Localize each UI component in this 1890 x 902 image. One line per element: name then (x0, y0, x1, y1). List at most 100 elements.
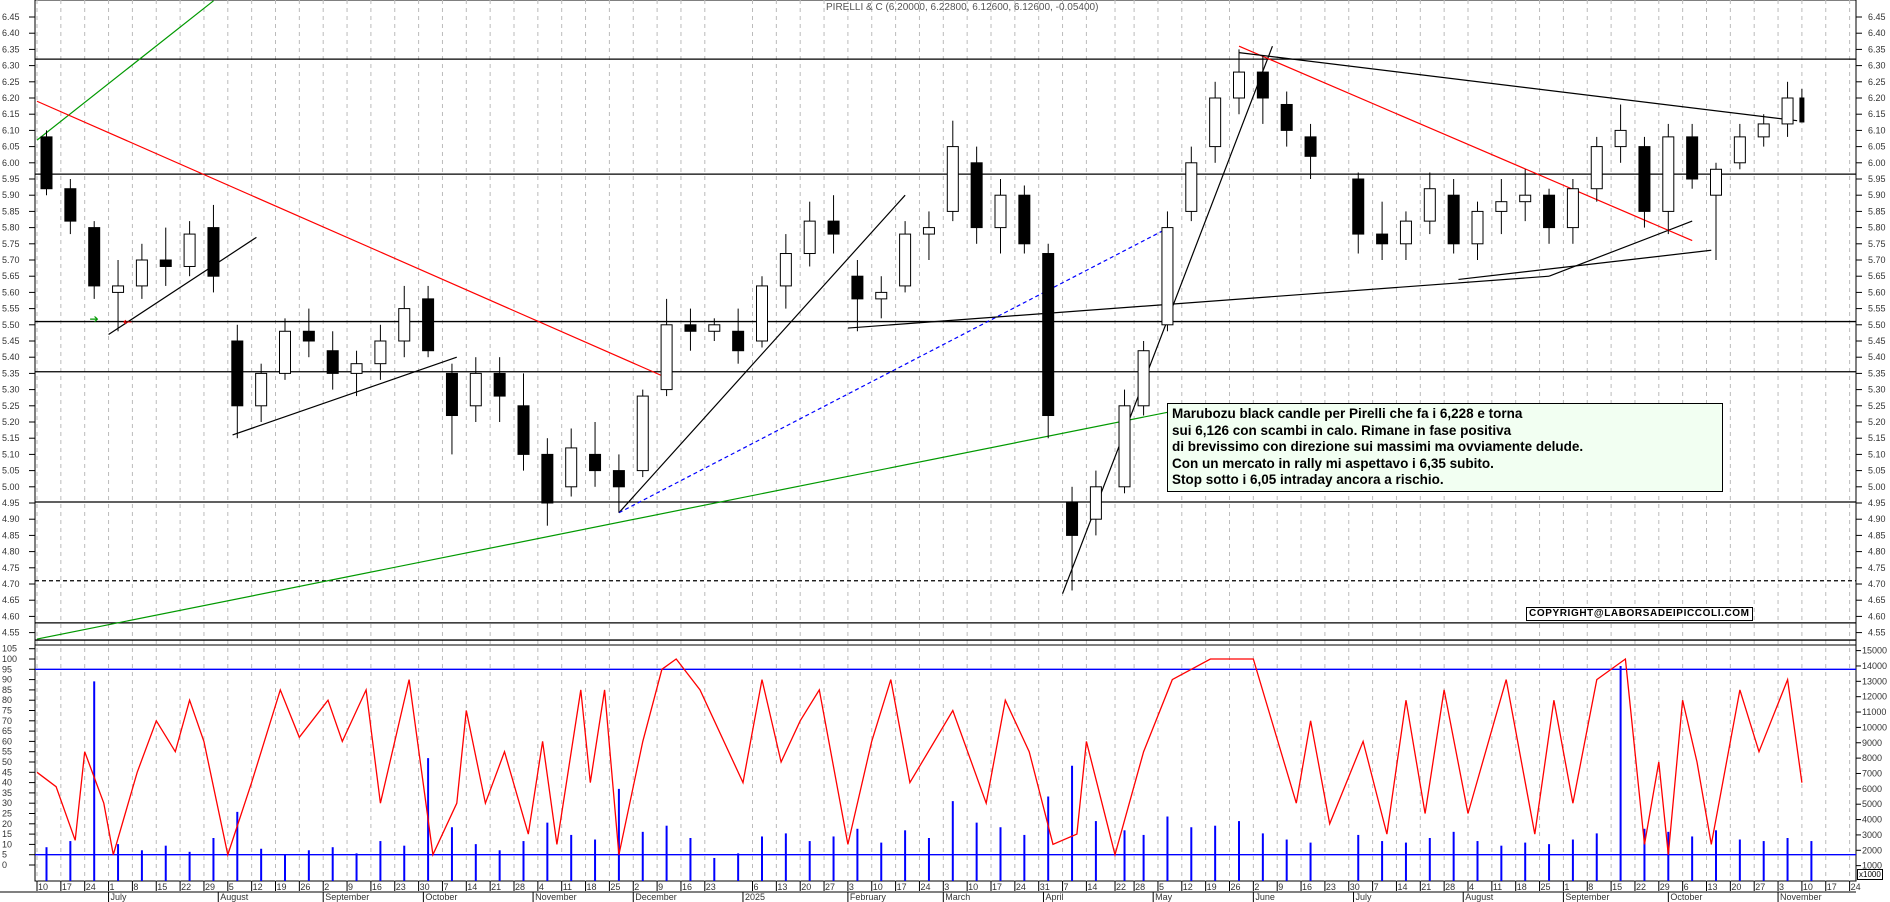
candle-body (565, 447, 578, 488)
note-line: Con un mercato in rally mi aspettavo i 6… (1172, 455, 1494, 471)
x-tick-label: 14 (1087, 882, 1097, 892)
x-tick-label: 23 (1326, 882, 1336, 892)
candle-body (1471, 210, 1484, 245)
trendline (36, 0, 214, 141)
month-label: October (425, 892, 457, 902)
oscillator-axis-label: 65 (2, 726, 12, 736)
price-axis-label-right: 5.55 (1868, 304, 1886, 314)
price-axis-label-left: 4.85 (2, 530, 20, 540)
price-axis-label-left: 6.30 (2, 61, 20, 71)
candle-body (1638, 146, 1651, 212)
x-tick-label: 25 (610, 882, 620, 892)
price-axis-label-right: 4.90 (1868, 514, 1886, 524)
volume-axis-label: 15000 (1862, 646, 1887, 656)
price-axis-label-left: 5.85 (2, 206, 20, 216)
volume-axis-label: 7000 (1862, 768, 1882, 778)
oscillator-axis-label: 35 (2, 788, 12, 798)
x-tick-label: 23 (706, 882, 716, 892)
price-axis-label-left: 6.45 (2, 12, 20, 22)
price-axis-label-left: 6.05 (2, 142, 20, 152)
x-tick-label: 17 (897, 882, 907, 892)
price-axis-label-left: 4.60 (2, 611, 20, 621)
candle-body (445, 372, 458, 417)
trendline (1548, 220, 1693, 277)
month-label: February (850, 892, 887, 902)
candle-body (1185, 162, 1198, 212)
candle-body (1566, 188, 1579, 229)
candle-body (469, 372, 482, 407)
price-axis-label-right: 5.30 (1868, 385, 1886, 395)
candle-body (422, 298, 435, 352)
candle-body (732, 330, 745, 352)
candle-body (1118, 405, 1131, 488)
candle-body (684, 324, 697, 332)
x-tick-label: 13 (1708, 882, 1718, 892)
x-tick-label: 11 (1493, 882, 1502, 892)
candle-body (326, 350, 339, 374)
candle-body (899, 233, 912, 287)
candle-body (1399, 220, 1412, 245)
price-axis-label-left: 4.80 (2, 547, 20, 557)
candle-body (1781, 97, 1794, 125)
x-tick-label: 2 (634, 882, 639, 892)
candle-body (183, 233, 196, 267)
x-tick-label: 22 (181, 882, 191, 892)
candle-body (875, 291, 888, 300)
oscillator-axis-label: 0 (2, 860, 7, 870)
price-panel: ➔ ← (36, 0, 1805, 640)
volume-axis-label: 6000 (1862, 784, 1882, 794)
oscillator-axis-label: 95 (2, 664, 12, 674)
candle-body (1686, 136, 1699, 180)
candle-body (207, 227, 220, 277)
price-axis-label-left: 6.10 (2, 125, 20, 135)
trendline (1238, 52, 1798, 122)
volume-axis-label: 3000 (1862, 830, 1882, 840)
price-axis-label-right: 5.90 (1868, 190, 1886, 200)
price-axis-label-left: 5.75 (2, 239, 20, 249)
price-axis-label-right: 4.95 (1868, 498, 1886, 508)
x-tick-label: 10 (38, 882, 48, 892)
price-axis-label-left: 5.25 (2, 401, 20, 411)
price-axis-label-left: 4.55 (2, 628, 20, 638)
x-tick-label: 28 (515, 882, 525, 892)
price-axis-label-right: 5.10 (1868, 449, 1886, 459)
plot-frame (34, 0, 1857, 882)
x-tick-label: 21 (491, 882, 501, 892)
x-tick-label: 24 (920, 882, 930, 892)
candle-body (1662, 136, 1675, 212)
candle-body (803, 220, 816, 255)
price-axis-label-left: 5.05 (2, 466, 20, 476)
price-axis-label-right: 6.00 (1868, 158, 1886, 168)
volume-unit-label: x1000 (1857, 869, 1883, 880)
x-tick-label: 16 (682, 882, 692, 892)
month-label: August (220, 892, 249, 902)
month-label: December (635, 892, 677, 902)
x-tick-label: 19 (1207, 882, 1217, 892)
candle-body (1710, 168, 1722, 196)
arrow-right-icon: ➔ (89, 312, 98, 325)
oscillator-axis-label: 25 (2, 809, 12, 819)
oscillator-axis-label: 30 (2, 798, 12, 808)
candle-body (40, 136, 53, 190)
month-label: November (535, 892, 577, 902)
volume-axis-label: 13000 (1862, 676, 1887, 686)
x-tick-label: 11 (563, 882, 572, 892)
price-axis-label-left: 6.40 (2, 28, 20, 38)
x-tick-label: 29 (1660, 882, 1670, 892)
price-axis-label-right: 5.80 (1868, 223, 1886, 233)
price-axis-label-right: 4.65 (1868, 595, 1886, 605)
price-axis-label-left: 5.30 (2, 385, 20, 395)
price-axis-label-left: 5.40 (2, 352, 20, 362)
x-tick-label: 5 (1159, 882, 1164, 892)
candle-body (517, 405, 530, 455)
price-axis-label-right: 5.40 (1868, 352, 1886, 362)
price-axis-label-right: 6.45 (1868, 12, 1886, 22)
price-axis-label-right: 4.80 (1868, 547, 1886, 557)
trendline (108, 236, 257, 336)
price-axis-label-left: 5.35 (2, 368, 20, 378)
x-tick-label: 17 (992, 882, 1002, 892)
x-tick-label: 16 (372, 882, 382, 892)
x-tick-label: 7 (1374, 882, 1379, 892)
month-label: July (1356, 892, 1373, 902)
note-line: di brevissimo con direzione sui massimi … (1172, 439, 1584, 454)
